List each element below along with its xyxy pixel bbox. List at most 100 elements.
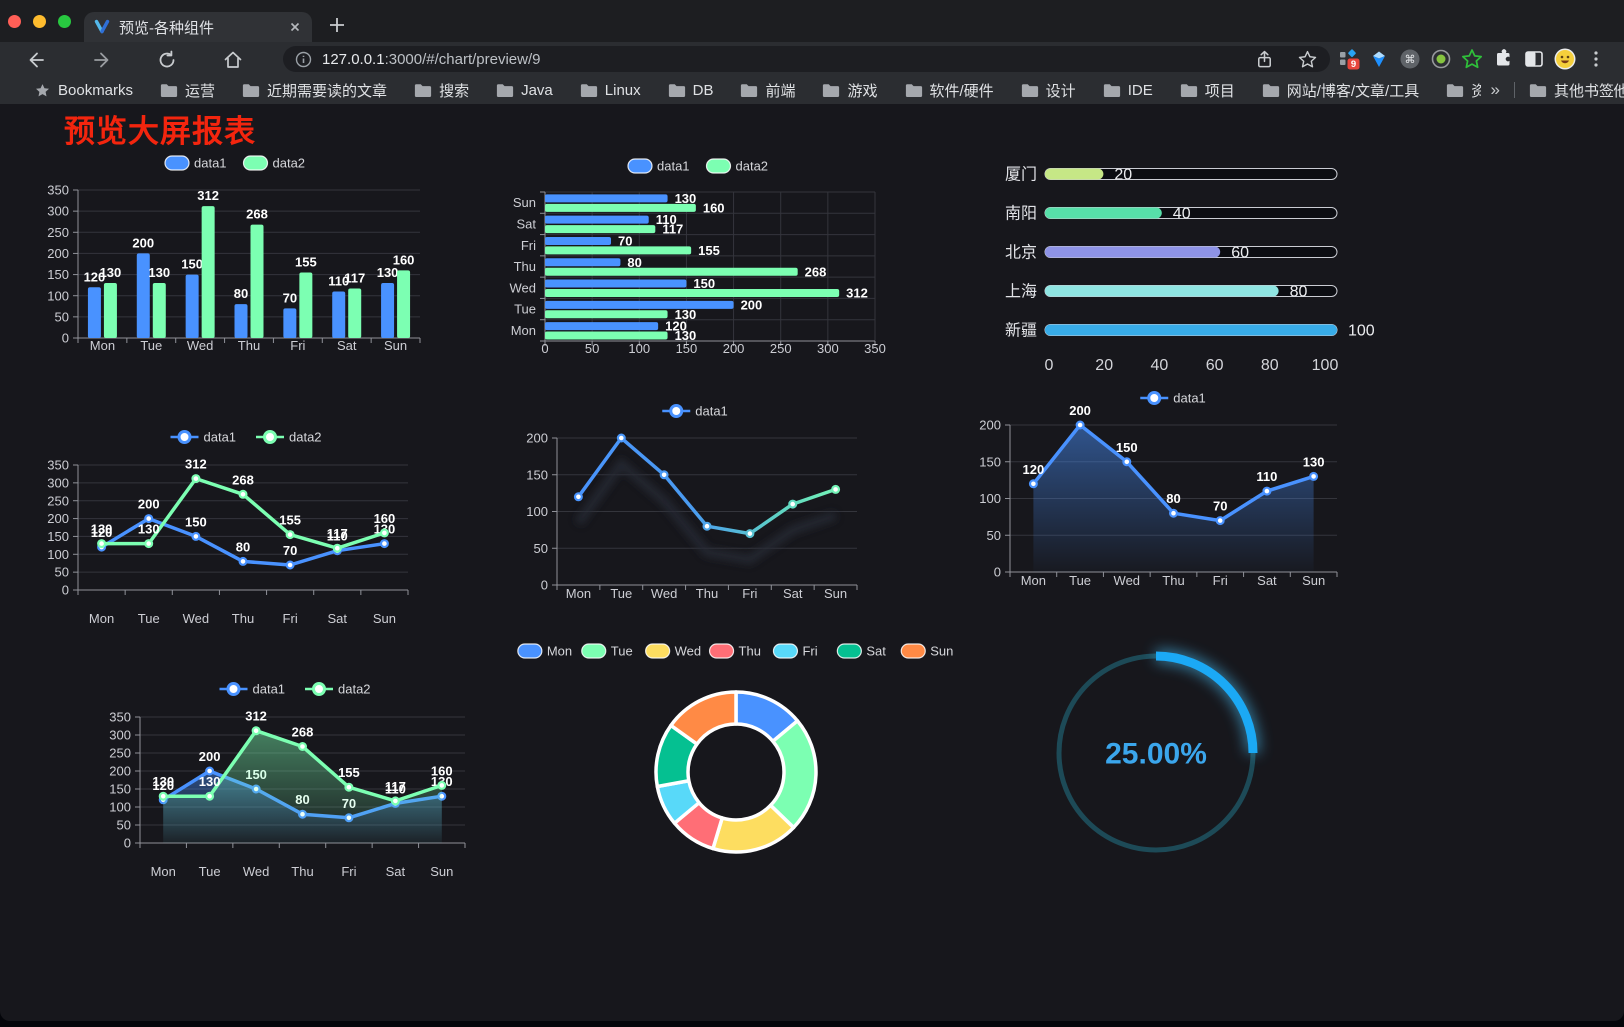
line-series[interactable]: [573, 433, 841, 565]
legend-item-Mon[interactable]: Mon: [517, 643, 572, 659]
legend-item-data1[interactable]: data1: [170, 430, 237, 445]
tab-title: 预览-各种组件: [119, 19, 214, 37]
donut-chart[interactable]: Mon Tue Wed Thu Fri Sat Sun: [517, 643, 954, 854]
legend-item-data2[interactable]: data2: [705, 158, 769, 174]
forward-button[interactable]: [90, 47, 116, 73]
pie-slice-Sun[interactable]: [669, 690, 738, 746]
legend-item-Thu[interactable]: Thu: [708, 643, 761, 659]
legend-item-data2[interactable]: data2: [256, 430, 322, 445]
axis: 0 50 100 150 200 250 300 350 Mon Tue Wed Thu Fri Sat S…: [47, 183, 421, 353]
legend-item-data1[interactable]: data1: [662, 404, 728, 419]
bookmark-star-icon[interactable]: [1297, 49, 1318, 70]
svg-text:data1: data1: [194, 156, 227, 171]
dual-line-chart[interactable]: data1 data2 0 50 100 150 200 250 300 350 Mon Tue Wed…: [47, 430, 409, 626]
bookmark-folder-item[interactable]: 运营: [160, 80, 215, 101]
tab-close-icon[interactable]: [288, 20, 302, 34]
legend-item-Sun[interactable]: Sun: [900, 643, 953, 659]
progress-bar-chart[interactable]: 厦门 20 南阳 40 北京 60 上海 80 新疆 100 0 20 40 60 80 100: [1005, 166, 1375, 374]
profile-avatar[interactable]: [1553, 47, 1577, 71]
bookmark-folder-item[interactable]: Linux: [580, 80, 641, 101]
svg-text:⌘: ⌘: [1405, 54, 1416, 66]
reload-button[interactable]: [154, 47, 180, 73]
extension-green-star-icon[interactable]: [1460, 47, 1484, 71]
close-window-button[interactable]: [8, 15, 21, 28]
progress-row-南阳[interactable]: 南阳 40: [1005, 205, 1338, 223]
svg-text:120: 120: [1023, 462, 1045, 477]
legend-item-data1[interactable]: data1: [1140, 391, 1206, 406]
bookmarks-bar: Bookmarks 运营 近期需要读的文章 搜索 Java Linux DB 前端 游戏 软件/…: [0, 76, 1624, 104]
extension-record-icon[interactable]: [1429, 47, 1453, 71]
svg-text:Sun: Sun: [930, 644, 953, 659]
legend-item-Sat[interactable]: Sat: [836, 643, 886, 659]
svg-text:350: 350: [864, 341, 886, 356]
svg-text:Sat: Sat: [1257, 573, 1277, 588]
svg-text:Sat: Sat: [328, 611, 348, 626]
bookmark-folder-item[interactable]: 项目: [1180, 80, 1235, 101]
legend-item-data2[interactable]: data2: [242, 155, 306, 171]
minimize-window-button[interactable]: [33, 15, 46, 28]
svg-text:100: 100: [979, 491, 1001, 506]
grouped-bar-chart[interactable]: data1 data2 0 50 100 150 200 250 300 350 Mon Tue Wed…: [47, 155, 421, 353]
bookmarks-overflow-chevron[interactable]: »: [1490, 80, 1500, 99]
bookmark-folder-item[interactable]: 前端: [740, 80, 795, 101]
url-bar[interactable]: 127.0.0.1:3000/#/chart/preview/9: [283, 46, 1330, 72]
home-button[interactable]: [220, 47, 246, 73]
svg-text:Sun: Sun: [824, 586, 847, 601]
progress-row-新疆[interactable]: 新疆 100: [1005, 322, 1375, 340]
share-icon[interactable]: [1254, 49, 1275, 70]
legend-item-Wed[interactable]: Wed: [645, 643, 702, 659]
bookmark-folder-item[interactable]: Java: [496, 80, 553, 101]
svg-text:data2: data2: [273, 156, 306, 171]
progress-row-上海[interactable]: 上海 80: [1005, 283, 1338, 301]
extension-gem-icon[interactable]: [1367, 47, 1391, 71]
gauge-chart[interactable]: 25.00%: [1056, 649, 1260, 853]
legend-item-Tue[interactable]: Tue: [581, 643, 633, 659]
extension-grid-badge-icon[interactable]: 9: [1336, 47, 1360, 71]
bookmark-folder-item[interactable]: 设计: [1021, 80, 1076, 101]
svg-text:130: 130: [138, 522, 160, 537]
bookmark-folder-item[interactable]: DB: [668, 80, 713, 101]
other-bookmarks[interactable]: 其他书签: [1529, 80, 1614, 101]
svg-text:130: 130: [199, 774, 221, 789]
browser-menu-icon[interactable]: [1584, 47, 1608, 71]
svg-text:0: 0: [541, 578, 548, 593]
progress-row-厦门[interactable]: 厦门 20: [1005, 166, 1338, 184]
sidebar-toggle-icon[interactable]: [1522, 47, 1546, 71]
horizontal-bar-chart[interactable]: data1 data2 0 50 100 150 200 250 300 350 Sun Sat Fri…: [510, 158, 886, 356]
bar-series[interactable]: 130 110 70 80 150 200 120 160 117 155 268 312 130 130: [545, 191, 868, 343]
site-info-icon[interactable]: [295, 51, 312, 68]
svg-text:150: 150: [526, 467, 548, 482]
bookmark-folder-item[interactable]: IDE: [1103, 80, 1153, 101]
bookmark-item-first[interactable]: Bookmarks: [34, 82, 133, 99]
line-series[interactable]: 120 200 150 80 70 110 130: [1023, 403, 1325, 572]
legend-item-data2[interactable]: data2: [305, 682, 371, 697]
svg-text:北京: 北京: [1005, 244, 1037, 262]
legend-item-data1[interactable]: data1: [627, 158, 690, 174]
bookmark-folder-item[interactable]: 软件/硬件: [905, 80, 994, 101]
legend-item-data1[interactable]: data1: [164, 155, 227, 171]
new-tab-button[interactable]: [326, 14, 348, 41]
gradient-line-chart[interactable]: data1 0 50 100 150 200 Mon Tue Wed Thu Fri Sat Sun: [526, 404, 858, 601]
back-button[interactable]: [22, 47, 48, 73]
svg-text:130: 130: [675, 328, 697, 343]
browser-tab[interactable]: 预览-各种组件: [84, 12, 312, 42]
bookmark-folder-item[interactable]: 搜索: [414, 80, 469, 101]
extensions-puzzle-icon[interactable]: [1491, 47, 1515, 71]
svg-text:20: 20: [1114, 167, 1132, 184]
page-title: 预览大屏报表: [64, 114, 256, 149]
bookmark-folder-item[interactable]: 网站/博客/文章/工具: [1262, 80, 1419, 101]
maximize-window-button[interactable]: [58, 15, 71, 28]
legend-item-Fri[interactable]: Fri: [772, 643, 818, 659]
progress-row-北京[interactable]: 北京 60: [1005, 244, 1338, 262]
dual-area-line-chart[interactable]: data1 data2 0 50 100 150 200 250 300 350 Mon Tue Wed…: [109, 682, 466, 879]
bookmark-folder-item[interactable]: 近期需要读的文章: [242, 80, 387, 101]
svg-text:130: 130: [377, 265, 399, 280]
svg-text:150: 150: [109, 782, 131, 797]
bookmark-folder-item[interactable]: 游戏: [822, 80, 878, 101]
extension-command-icon[interactable]: ⌘: [1398, 47, 1422, 71]
legend-item-data1[interactable]: data1: [219, 682, 286, 697]
bar-series[interactable]: 120 200 150 80 70 110 130 130 130 312 268 155 117 160: [84, 188, 415, 338]
